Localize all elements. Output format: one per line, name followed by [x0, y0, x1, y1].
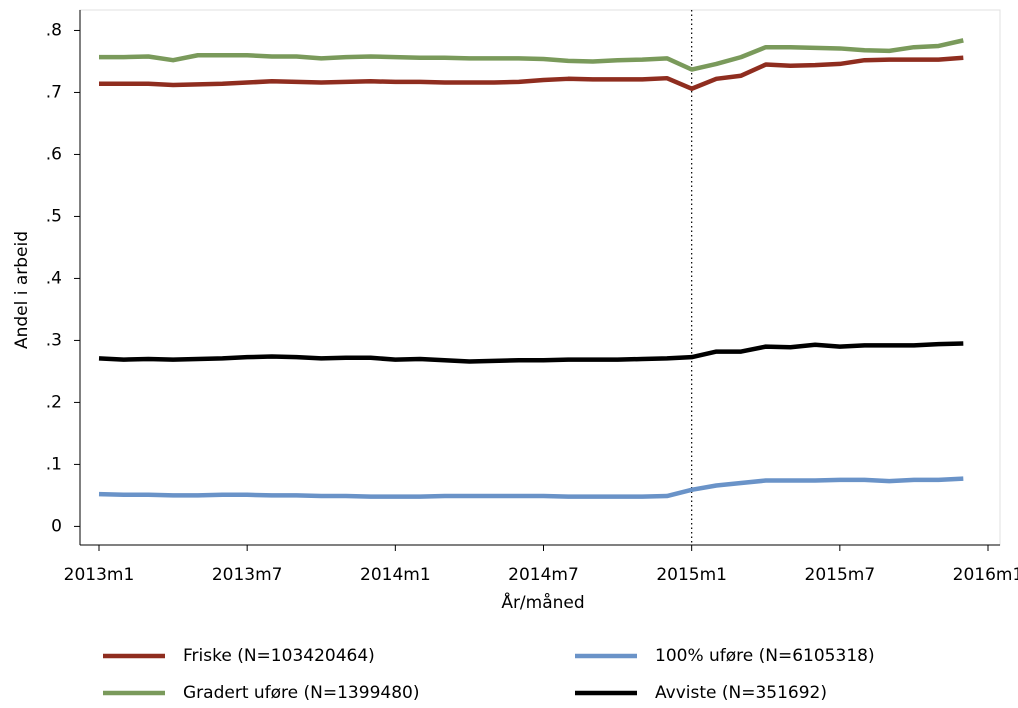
y-tick-label: .8 — [46, 20, 62, 40]
x-tick-label: 2013m1 — [64, 565, 135, 585]
y-tick-label: .3 — [46, 330, 62, 350]
plot-frame — [79, 9, 1001, 546]
x-tick-label: 2015m7 — [805, 565, 876, 585]
y-tick-label: .6 — [46, 144, 62, 164]
legend-label: 100% uføre (N=6105318) — [655, 646, 875, 666]
legend-label: Gradert uføre (N=1399480) — [183, 683, 419, 703]
legend-label: Avviste (N=351692) — [655, 683, 827, 703]
y-axis-label: Andel i arbeid — [12, 231, 32, 349]
y-tick-label: .5 — [46, 206, 62, 226]
series-line — [98, 341, 964, 364]
legend-label: Friske (N=103420464) — [183, 646, 375, 666]
series-line — [99, 55, 964, 91]
x-tick-label: 2014m1 — [360, 565, 431, 585]
y-tick-label: .4 — [46, 268, 62, 288]
x-tick-label: 2013m7 — [212, 565, 283, 585]
x-axis-label: År/måned — [501, 591, 584, 613]
series-line — [98, 476, 964, 499]
y-tick-label: .7 — [46, 82, 62, 102]
x-tick-label: 2015m1 — [656, 565, 727, 585]
x-tick-label: 2014m7 — [508, 565, 579, 585]
series-line — [99, 38, 964, 72]
y-tick-label: .1 — [46, 454, 62, 474]
x-tick-label: 2016m1 — [953, 565, 1018, 585]
y-tick-label: .2 — [46, 392, 62, 412]
y-tick-label: 0 — [51, 516, 62, 536]
